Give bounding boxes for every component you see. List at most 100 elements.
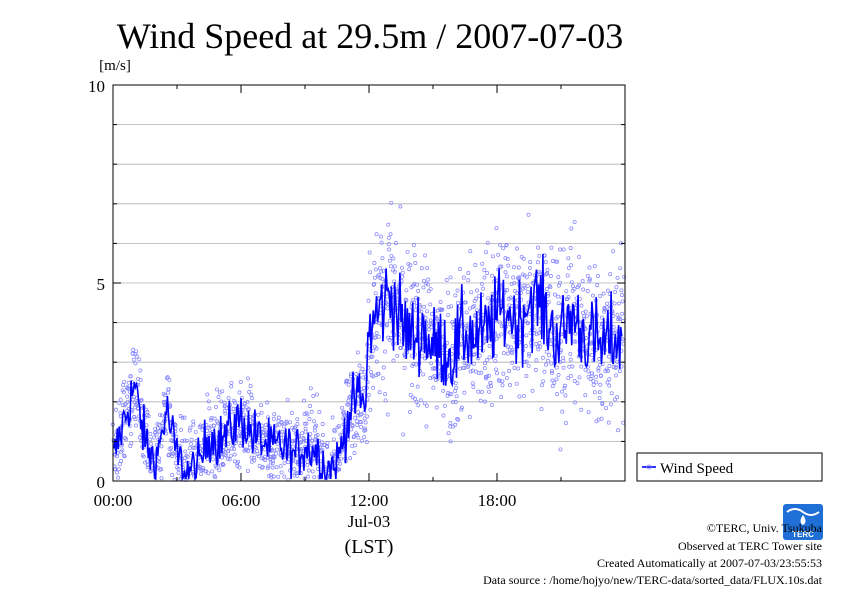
scatter-point <box>265 400 270 405</box>
scatter-point <box>225 456 230 461</box>
scatter-point <box>438 299 443 304</box>
scatter-point <box>180 439 185 444</box>
scatter-point <box>431 385 436 390</box>
scatter-point <box>448 420 453 425</box>
scatter-point <box>371 385 376 390</box>
scatter-point <box>376 321 381 325</box>
scatter-point <box>446 305 451 309</box>
scatter-point <box>213 475 218 480</box>
scatter-point <box>525 283 530 288</box>
scatter-point <box>466 271 471 275</box>
scatter-point <box>594 380 599 385</box>
scatter-point <box>560 389 565 394</box>
scatter-point <box>544 349 549 354</box>
scatter-point <box>271 474 276 479</box>
scatter-point <box>383 392 388 397</box>
scatter-point <box>252 458 257 463</box>
scatter-point <box>485 240 490 245</box>
scatter-point <box>414 399 419 404</box>
scatter-point <box>611 249 616 254</box>
scatter-point <box>462 361 467 365</box>
scatter-point <box>480 390 484 394</box>
scatter-point <box>250 396 254 401</box>
scatter-point <box>360 367 365 372</box>
scatter-point <box>165 375 170 380</box>
scatter-point <box>365 414 370 419</box>
scatter-point <box>362 426 367 431</box>
scatter-point <box>544 287 549 291</box>
scatter-point <box>361 375 366 380</box>
scatter-point <box>432 374 437 379</box>
scatter-point <box>359 420 364 425</box>
scatter-point <box>536 344 540 349</box>
scatter-point <box>569 263 574 268</box>
scatter-point <box>526 212 531 217</box>
scatter-point <box>248 384 253 389</box>
scatter-point <box>364 440 369 445</box>
scatter-point <box>620 337 625 342</box>
scatter-point <box>482 275 487 280</box>
scatter-point <box>164 376 169 381</box>
scatter-point <box>558 247 563 252</box>
scatter-point <box>509 281 514 286</box>
scatter-point <box>149 468 154 473</box>
scatter-point <box>441 413 446 418</box>
scatter-point <box>523 344 528 349</box>
scatter-point <box>467 415 472 419</box>
scatter-point <box>596 274 600 279</box>
scatter-point <box>505 344 510 349</box>
scatter-point <box>501 371 506 376</box>
scatter-point <box>145 459 150 464</box>
scatter-point <box>489 384 494 389</box>
scatter-point <box>338 456 343 461</box>
scatter-point <box>596 366 601 371</box>
scatter-point <box>363 428 368 433</box>
scatter-point <box>549 369 554 373</box>
scatter-point <box>229 446 234 451</box>
scatter-point <box>268 472 273 477</box>
scatter-point <box>453 381 458 386</box>
scatter-point <box>617 315 621 320</box>
scatter-point <box>498 332 503 337</box>
scatter-point <box>600 400 605 405</box>
scatter-point <box>308 386 313 391</box>
scatter-point <box>449 304 454 309</box>
scatter-point <box>580 279 585 284</box>
scatter-point <box>598 382 603 387</box>
scatter-point <box>496 252 501 257</box>
scatter-point <box>266 464 271 469</box>
scatter-point <box>602 307 607 312</box>
scatter-point <box>421 285 426 290</box>
scatter-point <box>466 278 471 283</box>
scatter-point <box>214 404 218 409</box>
scatter-point <box>282 474 287 479</box>
scatter-point <box>585 289 590 293</box>
scatter-point <box>199 471 203 476</box>
scatter-point <box>305 412 310 417</box>
scatter-point <box>385 294 390 299</box>
scatter-point <box>608 272 613 277</box>
scatter-point <box>284 419 289 424</box>
scatter-point <box>408 263 413 268</box>
scatter-point <box>170 454 175 459</box>
scatter-point <box>332 429 337 434</box>
scatter-point <box>238 380 243 384</box>
scatter-point <box>585 273 590 278</box>
scatter-point <box>553 292 557 297</box>
scatter-point <box>300 431 305 436</box>
scatter-point <box>597 390 602 395</box>
scatter-point <box>620 311 625 316</box>
scatter-point <box>198 423 203 428</box>
scatter-point <box>411 297 416 302</box>
scatter-point <box>183 449 188 454</box>
scatter-point <box>205 392 210 397</box>
scatter-point <box>545 267 550 272</box>
scatter-point <box>508 295 513 300</box>
scatter-point <box>416 289 421 293</box>
scatter-point <box>521 393 526 398</box>
scatter-point <box>504 375 509 380</box>
scatter-point <box>528 260 533 264</box>
scatter-point <box>601 291 606 296</box>
scatter-point <box>384 323 389 328</box>
scatter-point <box>307 417 312 422</box>
